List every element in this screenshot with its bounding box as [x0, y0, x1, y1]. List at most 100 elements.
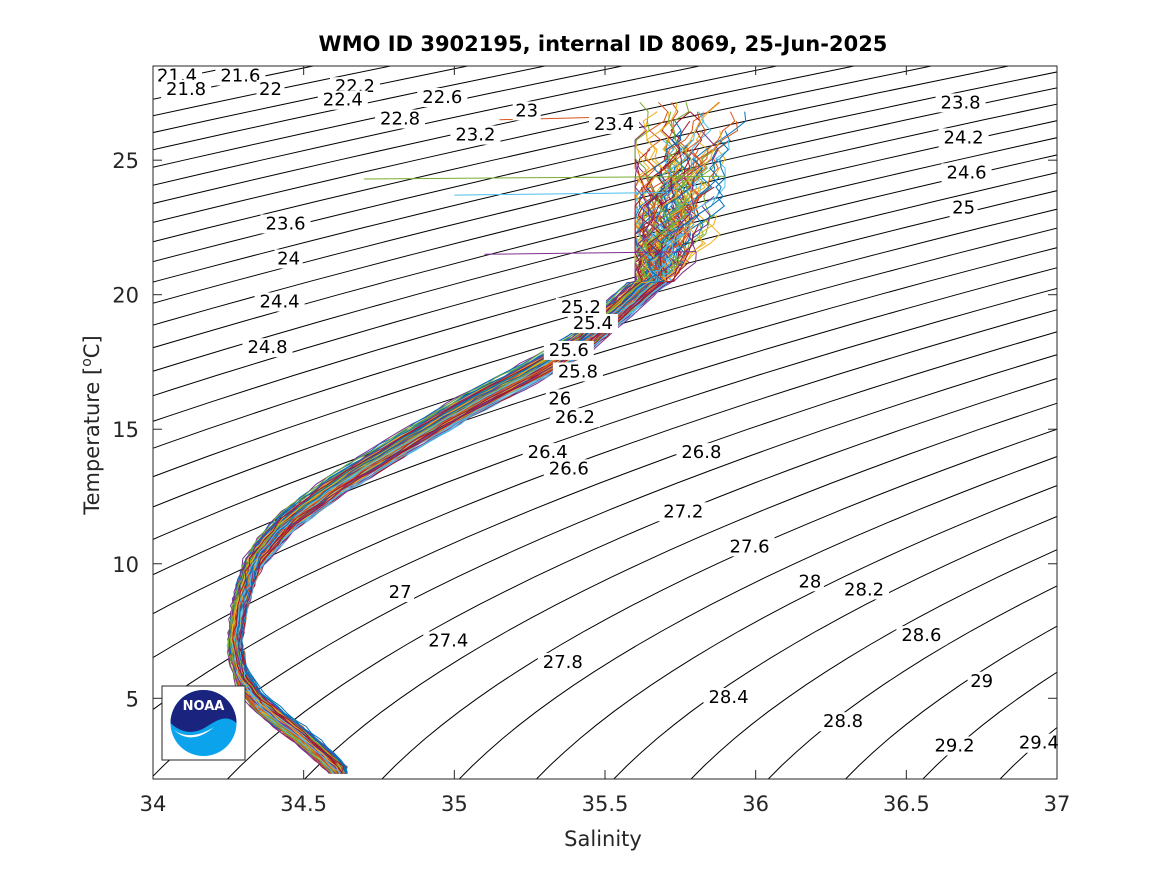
sigma-contour	[226, 377, 1057, 779]
contour-label-background	[545, 389, 574, 409]
contour-label-background	[375, 109, 426, 129]
logo-upper	[170, 690, 237, 732]
sigma-contour	[153, 267, 1057, 576]
contour-label: 23.8	[941, 92, 981, 113]
contour-label: 28	[798, 571, 821, 592]
contour-label-background	[256, 79, 285, 99]
contour-label: 25.8	[558, 361, 598, 382]
sigma-contour	[153, 137, 1057, 372]
contour-label: 27.4	[428, 631, 468, 652]
contour-label: 25.4	[573, 313, 613, 334]
sigma-contour	[458, 456, 1057, 779]
contour-label: 28.6	[901, 625, 941, 646]
sigma-contour	[535, 485, 1057, 779]
contour-label-background	[543, 340, 594, 360]
sigma-contour	[844, 625, 1057, 779]
contour-label: 22.8	[380, 109, 420, 130]
profile-line	[230, 186, 700, 774]
contour-label: 24	[277, 248, 300, 269]
contour-label: 27.2	[663, 501, 703, 522]
sigma-contour	[381, 428, 1057, 779]
profile-line	[236, 177, 695, 775]
contour-label: 28.2	[844, 579, 884, 600]
sigma-contour	[153, 71, 1057, 283]
contour-label-background	[658, 502, 709, 522]
contour-label: 21.6	[220, 66, 260, 87]
contour-label-background	[967, 671, 996, 691]
contour-label-background	[941, 163, 992, 183]
contour-label: 24.2	[944, 127, 984, 148]
sigma-contour	[690, 549, 1057, 779]
x-tick-label: 36	[742, 792, 769, 816]
contour-label-background	[818, 712, 869, 732]
sigma-contour	[153, 227, 1057, 508]
contour-label-background	[512, 101, 541, 121]
sigma-contour	[922, 671, 1057, 779]
contour-label-background	[929, 736, 980, 756]
contour-label: 23.6	[266, 213, 306, 234]
sigma-contour	[767, 585, 1057, 779]
contour-label-background	[242, 338, 293, 358]
contour-label-background	[795, 572, 824, 592]
contour-label: 29	[970, 671, 993, 692]
contour-label-background	[549, 408, 600, 428]
x-tick-label: 34.5	[280, 792, 327, 816]
sigma-contour	[153, 66, 780, 205]
sigma-contour	[153, 103, 1057, 326]
contour-label-background	[450, 125, 501, 145]
contour-label-background	[417, 88, 468, 107]
contour-label-background	[274, 249, 303, 269]
contour-label: 25.6	[549, 340, 589, 361]
contour-label-background	[537, 653, 588, 672]
sigma-contour	[153, 66, 1012, 263]
contour-labels: 21.4 21.621.8 22 22.222.4 22.622.8 2323.223.4…	[152, 66, 1064, 756]
contour-label-background	[552, 362, 603, 382]
contour-label: 24.6	[947, 162, 987, 183]
profile-line	[454, 192, 666, 196]
sigma-contour	[153, 287, 1057, 615]
contour-label: 26.4	[528, 442, 568, 463]
contour-label-background	[522, 443, 573, 463]
x-tick-label: 37	[1044, 792, 1071, 816]
contour-label-background	[543, 459, 594, 479]
contour-label-background	[1013, 733, 1064, 753]
profile-line	[363, 175, 726, 180]
x-tick-label: 35.5	[582, 792, 629, 816]
y-tick-label: 20	[112, 284, 139, 308]
contour-label: 27	[389, 582, 412, 603]
contour-label: 24.4	[260, 292, 300, 313]
contour-label: 27.6	[730, 536, 770, 557]
contour-label-background	[589, 114, 639, 134]
contour-label: 27.8	[543, 652, 583, 673]
contour-label-background	[949, 198, 978, 218]
chart-title: WMO ID 3902195, internal ID 8069, 25-Jun…	[319, 32, 888, 56]
sigma-contour	[153, 66, 934, 243]
y-axis-label: Temperature [oC]	[79, 335, 104, 515]
sigma-contour	[153, 154, 1057, 397]
contour-label: 26	[548, 388, 571, 409]
y-axis: 5 10 15 20 25	[112, 149, 1057, 711]
contour-label: 29.2	[934, 735, 974, 756]
x-axis: 34 34.5 35 35.5 36 36.5 37	[140, 66, 1071, 816]
sigma-contour	[304, 402, 1057, 779]
sigma-contour	[153, 208, 1057, 478]
x-tick-label: 34	[140, 792, 167, 816]
contour-label-background	[839, 580, 890, 600]
x-tick-label: 35	[441, 792, 468, 816]
contour-label: 26.8	[681, 442, 721, 463]
contour-label: 25	[952, 197, 975, 218]
contour-label: 22.4	[323, 90, 363, 111]
contour-label: 23.2	[455, 125, 495, 146]
contour-label: 28.4	[708, 687, 748, 708]
contour-label-background	[254, 292, 305, 312]
contour-label-background	[423, 631, 474, 651]
x-tick-label: 36.5	[883, 792, 930, 816]
contour-label-background	[317, 90, 368, 110]
contour-label-background	[567, 314, 618, 333]
contour-label: 26.2	[555, 407, 595, 428]
contour-label: 25.2	[561, 297, 601, 318]
contour-label: 22.6	[422, 87, 462, 108]
contour-label-background	[161, 79, 212, 99]
logo-gull	[174, 727, 214, 738]
